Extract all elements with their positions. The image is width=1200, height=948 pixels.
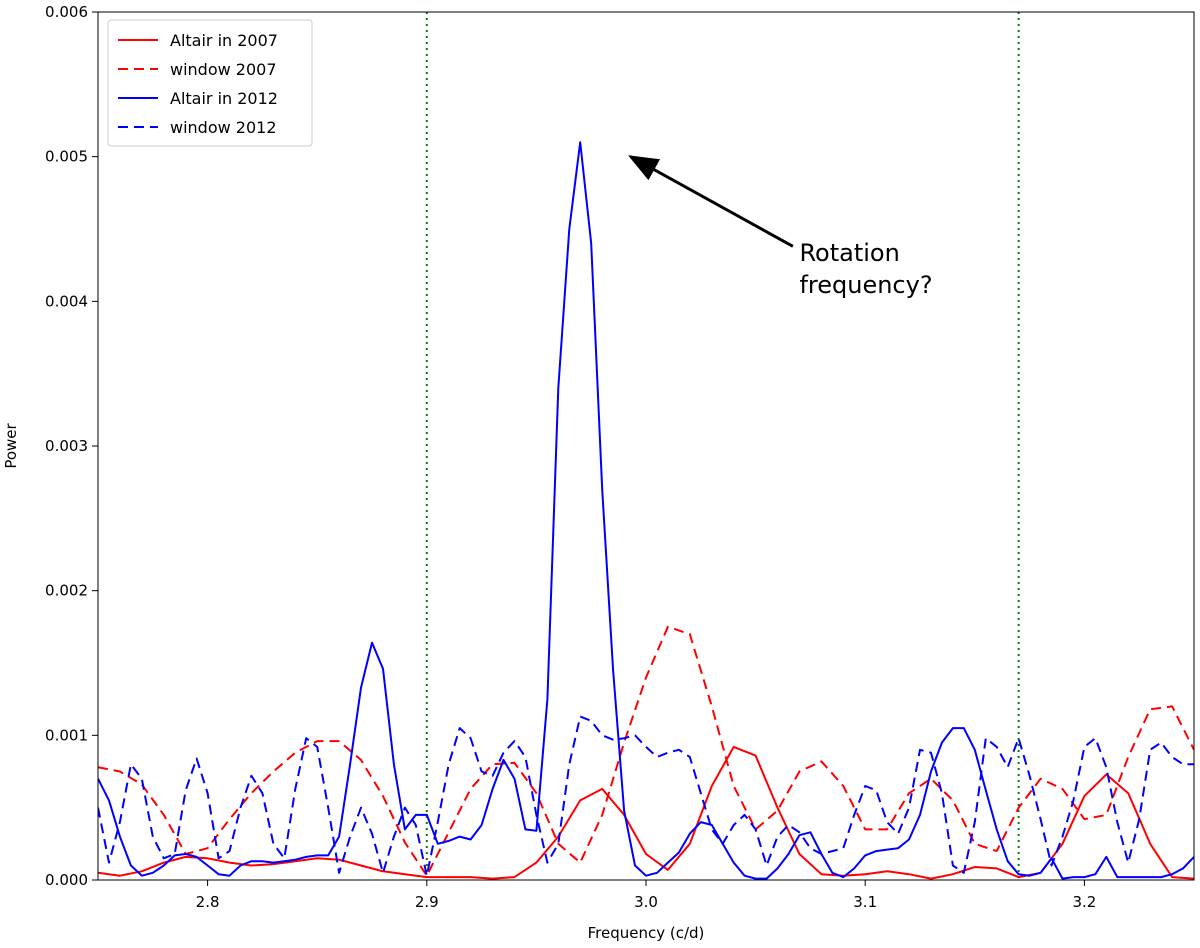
x-tick-label: 3.1 bbox=[853, 893, 877, 911]
x-tick-label: 2.8 bbox=[196, 893, 220, 911]
series-layer bbox=[98, 141, 1194, 880]
rotation-annotation: Rotation frequency? bbox=[628, 155, 933, 299]
x-tick-label: 3.0 bbox=[634, 893, 658, 911]
legend-box bbox=[107, 19, 313, 147]
legend: Altair in 2007 window 2007 Altair in 2012 w… bbox=[107, 19, 313, 147]
y-tick-label: 0.002 bbox=[45, 582, 88, 600]
y-tick-label: 0.006 bbox=[45, 3, 88, 21]
y-tick-label: 0.001 bbox=[45, 726, 88, 744]
x-tick-label: 3.2 bbox=[1072, 893, 1096, 911]
x-axis-ticks: 2.8 2.9 3.0 3.1 3.2 bbox=[196, 880, 1096, 911]
y-axis-label: Power bbox=[2, 422, 20, 468]
y-tick-label: 0.000 bbox=[45, 871, 88, 889]
series-line-2 bbox=[98, 141, 1194, 880]
reference-lines bbox=[425, 12, 1020, 880]
series-line-3 bbox=[98, 715, 1194, 877]
legend-label: window 2007 bbox=[170, 60, 277, 79]
legend-label: Altair in 2012 bbox=[170, 89, 278, 108]
series-line-1 bbox=[98, 625, 1194, 877]
y-tick-label: 0.005 bbox=[45, 148, 88, 166]
annotation-text: Rotation bbox=[799, 239, 899, 267]
y-tick-label: 0.004 bbox=[45, 292, 88, 310]
legend-label: window 2012 bbox=[170, 118, 277, 137]
x-tick-label: 2.9 bbox=[415, 893, 439, 911]
y-tick-label: 0.003 bbox=[45, 437, 88, 455]
legend-label: Altair in 2007 bbox=[170, 31, 278, 50]
annotation-arrow bbox=[628, 155, 794, 248]
y-axis-ticks: 0.000 0.001 0.002 0.003 0.004 0.005 0.006 bbox=[45, 3, 98, 889]
annotation-text: frequency? bbox=[799, 271, 932, 299]
x-axis-label: Frequency (c/d) bbox=[588, 924, 705, 942]
series-line-0 bbox=[98, 745, 1194, 880]
